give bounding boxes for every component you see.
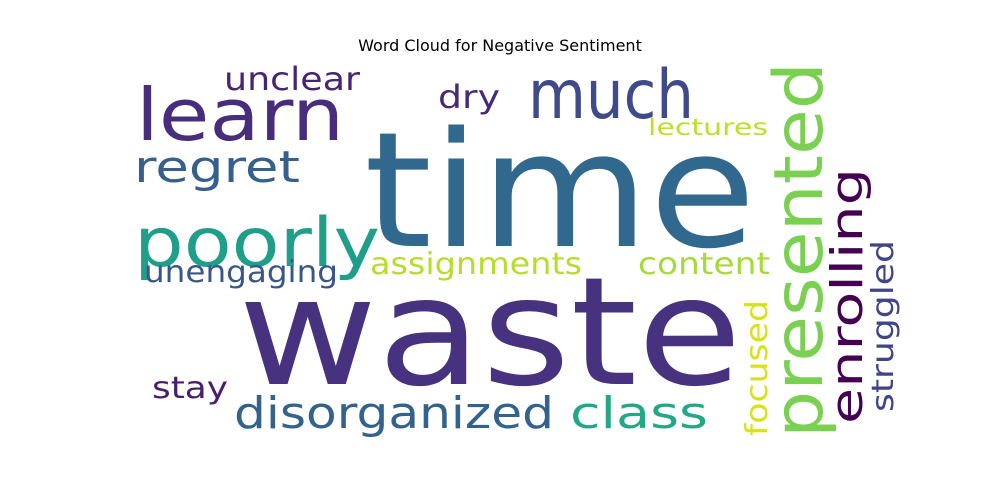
word-waste: waste	[238, 246, 742, 420]
chart-title: Word Cloud for Negative Sentiment	[358, 36, 642, 55]
word-time: time	[364, 97, 756, 284]
word-enrolling: enrolling	[822, 168, 873, 424]
word-much: much	[528, 56, 694, 135]
word-assignments: assignments	[370, 247, 582, 282]
word-dry: dry	[438, 78, 500, 116]
word-focused: focused	[740, 300, 775, 436]
word-poorly: poorly	[134, 204, 380, 283]
word-content: content	[638, 247, 770, 282]
word-regret: regret	[134, 142, 300, 193]
word-presented: presented	[760, 62, 839, 438]
word-learn: learn	[136, 73, 344, 157]
word-unclear: unclear	[224, 60, 361, 98]
word-lectures: lectures	[648, 115, 768, 141]
word-class: class	[570, 388, 708, 439]
word-disorganized: disorganized	[234, 388, 554, 439]
word-unengaging: unengaging	[144, 255, 338, 290]
word-struggled: struggled	[866, 240, 901, 412]
word-stay: stay	[152, 371, 228, 406]
